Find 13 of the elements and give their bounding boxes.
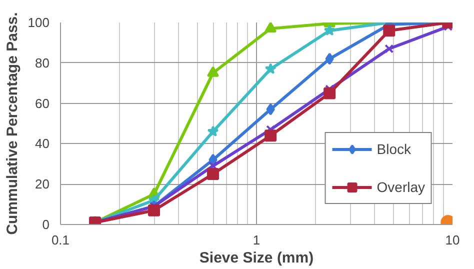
x-tick-label: 1 — [252, 232, 260, 248]
y-tick-label: 0 — [42, 217, 50, 232]
x-tick-label: 0.1 — [51, 232, 70, 248]
x-axis-title: Sieve Size (mm) — [199, 250, 314, 266]
y-tick-label: 80 — [35, 55, 50, 70]
y-tick-label: 40 — [35, 136, 50, 152]
legend-label: Overlay — [376, 179, 425, 195]
y-tick-label: 60 — [35, 96, 50, 111]
y-tick-label: 100 — [28, 15, 50, 30]
y-tick-label: 20 — [35, 176, 50, 192]
legend-label: Block — [376, 141, 411, 157]
x-tick-label: 10 — [445, 232, 460, 248]
y-axis-title: Cummulative Percentage Pass. — [4, 12, 21, 235]
